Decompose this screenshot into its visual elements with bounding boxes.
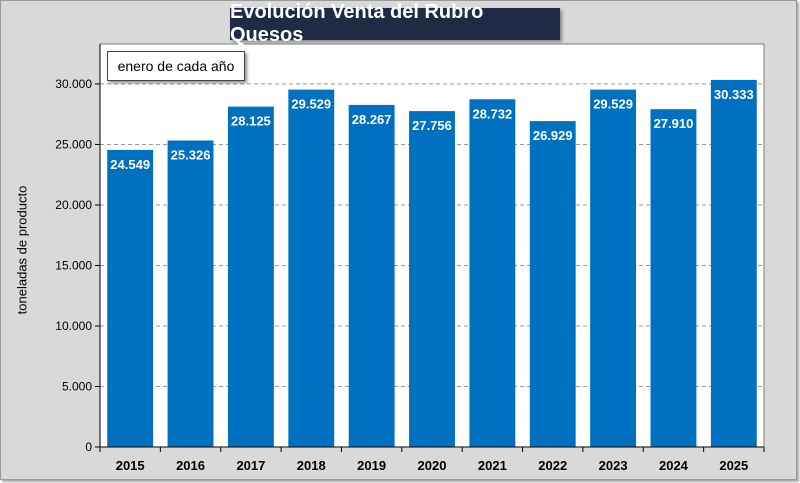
x-tick-label: 2019 [357, 458, 386, 473]
y-tick-label: 25.000 [55, 137, 92, 151]
bar [469, 99, 516, 447]
y-tick-label: 5.000 [62, 379, 92, 393]
x-tick-label: 2021 [478, 458, 507, 473]
data-label: 29.529 [291, 97, 331, 112]
x-tick-label: 2018 [297, 458, 326, 473]
y-tick-label: 0 [85, 440, 92, 454]
chart-title: Evolución Venta del Rubro Quesos [230, 1, 560, 46]
bar [409, 111, 455, 447]
bar [650, 109, 697, 447]
data-label: 29.529 [593, 97, 633, 112]
y-tick-label: 30.000 [55, 77, 92, 91]
bar [107, 149, 154, 447]
bar [590, 89, 637, 447]
data-label: 27.910 [654, 116, 694, 131]
data-label: 27.756 [412, 118, 452, 133]
bar [227, 106, 274, 447]
bar [288, 89, 335, 447]
data-label: 28.125 [231, 114, 271, 129]
x-tick-label: 2025 [719, 458, 748, 473]
y-axis-label: toneladas de producto [14, 185, 30, 315]
data-label: 25.326 [171, 148, 211, 163]
annotation-note: enero de cada año [107, 51, 245, 81]
x-tick-label: 2015 [116, 458, 145, 473]
x-tick-label: 2017 [236, 458, 265, 473]
bar [167, 140, 214, 447]
x-tick-label: 2016 [176, 458, 205, 473]
data-label: 30.333 [714, 87, 754, 102]
data-label: 24.549 [110, 157, 150, 172]
y-tick-label: 15.000 [55, 258, 92, 272]
data-label: 28.732 [472, 106, 512, 121]
bar [710, 79, 757, 448]
x-tick-label: 2023 [599, 458, 628, 473]
y-tick-label: 20.000 [55, 198, 92, 212]
bar [348, 104, 395, 447]
data-label: 26.929 [533, 128, 573, 143]
data-label: 28.267 [352, 112, 392, 127]
bar [529, 121, 576, 448]
y-tick-label: 10.000 [55, 319, 92, 333]
x-tick-label: 2020 [418, 458, 447, 473]
x-tick-label: 2022 [538, 458, 567, 473]
x-tick-label: 2024 [659, 458, 689, 473]
